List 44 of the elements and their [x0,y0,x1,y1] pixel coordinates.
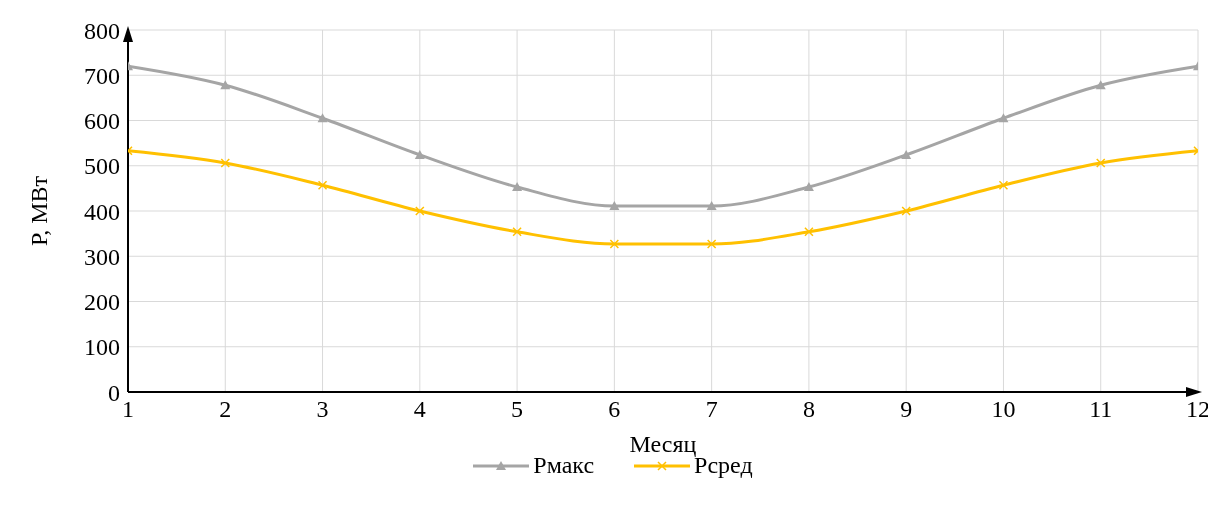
x-tick-label: 9 [900,396,913,423]
point [414,149,425,159]
x-axis-title: Месяц [629,431,697,457]
y-tick-label: 400 [84,198,120,225]
y-tick-label: 100 [84,334,120,361]
point [317,180,328,190]
point [220,158,231,168]
point [512,182,523,192]
x-tick-label: 1 [122,396,134,423]
x-tick-label: 7 [705,396,718,423]
x-tick-label: 6 [608,396,621,423]
x-tick-label: 2 [219,396,232,423]
y-tick-label: 200 [84,289,120,316]
x-tick-label: 10 [991,396,1016,423]
point [803,182,814,192]
legend-label: Рмакс [533,452,595,479]
point [1095,158,1106,168]
point [998,180,1009,190]
point [804,227,814,237]
point [512,227,522,237]
y-tick-label: 700 [84,62,120,89]
y-tick-label: 500 [84,153,120,180]
point [609,201,620,211]
x-tick-label: 8 [802,396,815,423]
point [901,149,912,159]
y-axis-title: Р, МВт [25,175,52,247]
point [609,239,620,249]
y-tick-label: 600 [84,108,120,135]
point [220,80,231,90]
x-tick-label: 12 [1186,396,1210,423]
y-tick-label: 0 [108,379,120,406]
y-tick-label: 300 [84,243,120,270]
point [317,113,328,123]
point [1095,80,1106,90]
x-tick-label: 4 [413,396,426,423]
point [415,206,425,216]
point [706,239,717,249]
point [998,113,1009,123]
y-tick-label: 800 [84,17,120,44]
point [901,206,911,216]
x-tick-label: 11 [1089,396,1113,423]
x-tick-label: 5 [511,396,524,423]
point [706,201,717,211]
x-tick-label: 3 [316,396,329,423]
